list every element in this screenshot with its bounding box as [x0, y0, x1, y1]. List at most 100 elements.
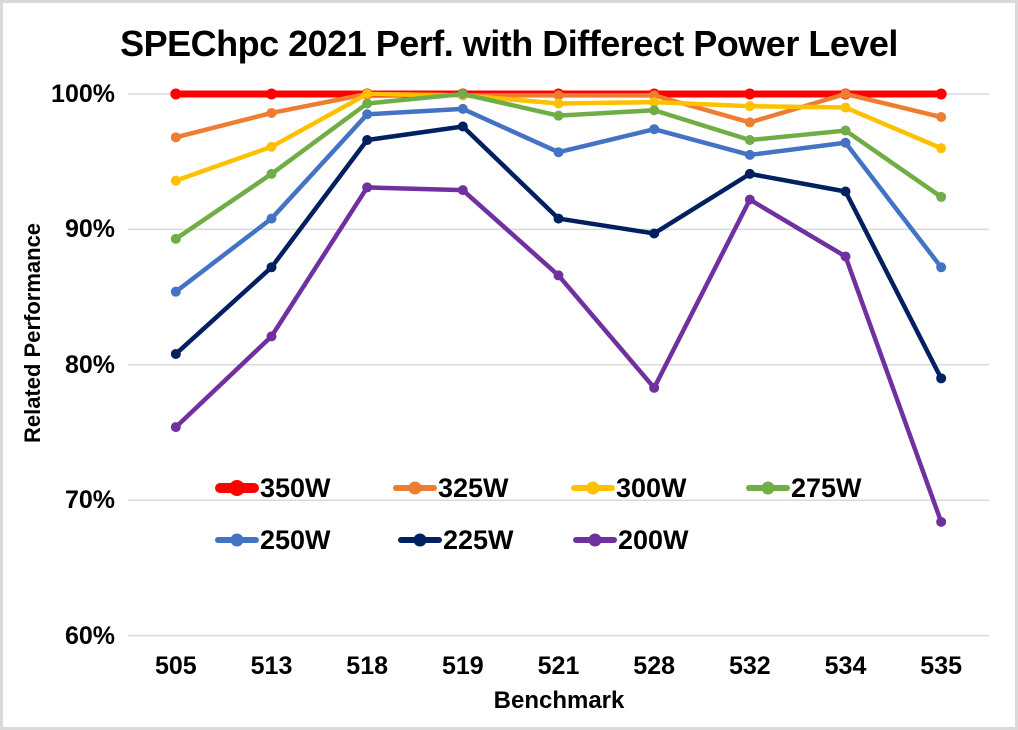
x-tick-label-532: 532	[728, 652, 771, 680]
data-point-250W-519	[457, 103, 468, 114]
data-point-200W-532	[744, 194, 755, 205]
y-tick-label-70: 70%	[64, 486, 115, 515]
legend-item-250w: 250W	[215, 525, 331, 555]
legend-item-325w: 325W	[393, 473, 509, 503]
data-point-250W-518	[362, 109, 373, 120]
data-point-275W-528	[649, 105, 660, 116]
x-tick-label-518: 518	[346, 652, 389, 680]
data-point-225W-519	[457, 121, 468, 132]
data-point-300W-535	[936, 143, 947, 154]
data-point-225W-521	[553, 213, 564, 224]
x-tick-label-534: 534	[824, 652, 867, 680]
data-point-250W-505	[170, 286, 181, 297]
data-point-350W-513	[266, 88, 277, 100]
data-point-225W-534	[840, 186, 851, 197]
data-point-300W-528	[649, 97, 660, 108]
data-point-200W-519	[457, 185, 468, 196]
y-tick-label-80: 80%	[64, 350, 115, 379]
plot-area	[128, 88, 989, 637]
data-point-200W-513	[266, 331, 277, 342]
x-tick-label-519: 519	[441, 652, 484, 680]
data-point-250W-534	[840, 137, 851, 148]
data-point-300W-521	[553, 98, 564, 109]
data-point-300W-505	[170, 175, 181, 186]
data-point-225W-505	[170, 348, 181, 359]
data-point-250W-528	[649, 124, 660, 135]
data-point-200W-528	[649, 382, 660, 393]
data-point-225W-518	[362, 135, 373, 146]
x-tick-label-535: 535	[920, 652, 963, 680]
data-point-275W-518	[362, 98, 373, 109]
data-point-200W-535	[936, 516, 947, 527]
data-point-275W-505	[170, 233, 181, 244]
legend-swatch-325w	[393, 481, 437, 495]
data-point-300W-532	[744, 101, 755, 112]
data-point-275W-532	[744, 135, 755, 146]
legend-label-250w: 250W	[260, 524, 331, 555]
legend-label-200w: 200W	[618, 524, 689, 555]
data-point-250W-535	[936, 262, 947, 273]
legend-marker-icon	[588, 533, 602, 547]
x-tick-label-505: 505	[154, 652, 197, 680]
data-point-350W-532	[744, 88, 756, 100]
legend-label-325w: 325W	[438, 472, 509, 503]
legend-marker-icon	[229, 480, 245, 496]
legend-swatch-250w	[215, 533, 259, 547]
x-tick-label-521: 521	[537, 652, 580, 680]
legend-swatch-275w	[746, 481, 790, 495]
data-point-275W-534	[840, 125, 851, 136]
x-axis-title: Benchmark	[493, 687, 625, 714]
legend-marker-icon	[586, 481, 600, 495]
data-point-225W-532	[744, 168, 755, 179]
data-point-350W-505	[170, 88, 182, 100]
legend-item-275w: 275W	[746, 473, 862, 503]
data-point-225W-513	[266, 262, 277, 273]
x-tick-label-528: 528	[633, 652, 676, 680]
data-point-225W-535	[936, 373, 947, 384]
data-point-300W-534	[840, 102, 851, 113]
legend-item-350w: 350W	[215, 473, 331, 503]
chart-title: SPEChpc 2021 Perf. with Differect Power …	[120, 23, 898, 64]
legend-swatch-300w	[571, 481, 615, 495]
x-tick-label-513: 513	[250, 652, 293, 680]
legend-item-300w: 300W	[571, 473, 687, 503]
legend-label-275w: 275W	[791, 472, 862, 503]
data-point-325W-505	[170, 132, 181, 143]
legend-swatch-200w	[573, 533, 617, 547]
legend-marker-icon	[761, 481, 775, 495]
data-point-325W-535	[936, 112, 947, 123]
data-point-325W-534	[840, 89, 851, 99]
data-point-250W-513	[266, 213, 277, 224]
data-point-200W-534	[840, 251, 851, 262]
data-point-275W-519	[457, 89, 468, 99]
legend-swatch-350w	[215, 480, 259, 496]
data-point-300W-513	[266, 141, 277, 152]
data-point-250W-532	[744, 149, 755, 160]
legend-marker-icon	[230, 533, 244, 547]
data-point-300W-518	[362, 89, 373, 99]
legend-marker-icon	[413, 533, 427, 547]
data-point-225W-528	[649, 228, 660, 239]
y-tick-label-90: 90%	[64, 215, 115, 244]
data-point-350W-535	[935, 88, 947, 100]
legend-label-225w: 225W	[443, 524, 514, 555]
y-axis-title: Related Performance	[20, 222, 45, 444]
data-point-325W-532	[744, 117, 755, 128]
series-line-225W	[173, 124, 944, 381]
legend-marker-icon	[408, 481, 422, 495]
legend-item-225w: 225W	[398, 525, 514, 555]
data-point-325W-513	[266, 107, 277, 118]
data-point-200W-518	[362, 182, 373, 193]
legend-item-200w: 200W	[573, 525, 689, 555]
y-tick-label-60: 60%	[64, 621, 115, 650]
data-point-200W-521	[553, 270, 564, 281]
legend-label-350w: 350W	[260, 472, 331, 503]
data-point-250W-521	[553, 147, 564, 158]
y-tick-label-100: 100%	[51, 80, 115, 108]
data-point-275W-521	[553, 110, 564, 121]
data-point-275W-513	[266, 168, 277, 179]
data-point-325W-521	[553, 90, 564, 101]
data-point-275W-535	[936, 191, 947, 202]
legend-label-300w: 300W	[616, 472, 687, 503]
